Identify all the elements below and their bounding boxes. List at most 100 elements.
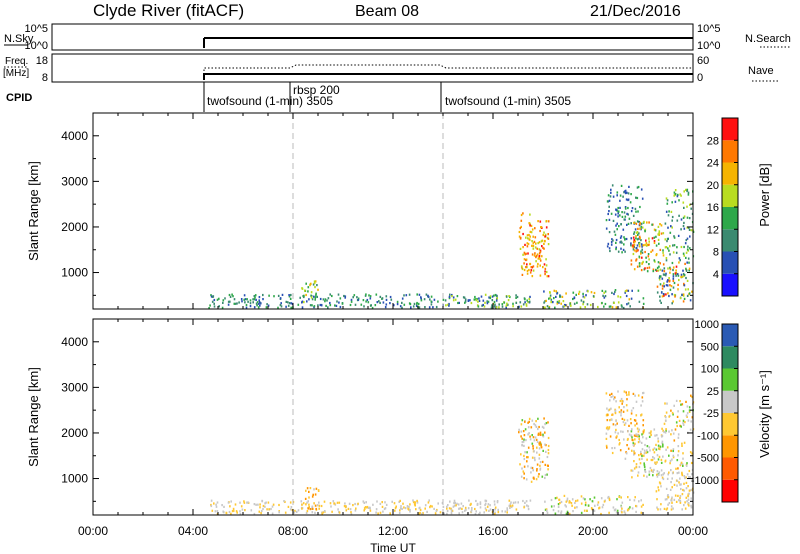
- power-data-cell: [542, 233, 545, 237]
- power-data-cell: [520, 219, 523, 222]
- power-data-cell: [229, 300, 231, 303]
- power-data-cell: [344, 295, 347, 298]
- velocity-data-cell: [357, 502, 359, 505]
- power-data-cell: [690, 229, 693, 232]
- power-data-cell: [683, 284, 686, 287]
- power-data-cell: [667, 267, 669, 270]
- velocity-data-cell: [661, 440, 664, 443]
- velocity-data-cell: [460, 502, 463, 505]
- power-data-cell: [672, 244, 674, 247]
- power-data-cell: [668, 294, 670, 298]
- power-data-cell: [542, 266, 544, 269]
- power-data-cell: [658, 230, 661, 233]
- velocity-data-cell: [474, 507, 476, 511]
- power-data-cell: [486, 300, 488, 303]
- power-data-cell: [314, 286, 316, 289]
- velocity-data-cell: [521, 444, 523, 447]
- power-data-cell: [611, 306, 614, 309]
- velocity-data-cell: [584, 504, 587, 507]
- velocity-data-cell: [470, 510, 473, 513]
- power-data-cell: [396, 300, 399, 303]
- power-data-cell: [676, 273, 679, 276]
- power-data-cell: [290, 306, 292, 309]
- power-data-cell: [625, 237, 628, 241]
- velocity-colorbar-tick-label: -500: [697, 453, 719, 465]
- power-data-cell: [543, 263, 546, 266]
- power-data-cell: [259, 301, 261, 304]
- power-data-cell: [529, 262, 531, 266]
- velocity-data-cell: [614, 412, 617, 415]
- power-data-cell: [633, 221, 635, 224]
- power-data-cell: [645, 244, 648, 247]
- nsearch-label: N.Search: [745, 33, 791, 45]
- power-data-cell: [666, 202, 669, 205]
- power-data-cell: [653, 228, 656, 231]
- power-data-cell: [601, 289, 604, 292]
- velocity-data-cell: [580, 511, 583, 514]
- power-data-cell: [645, 242, 648, 245]
- velocity-data-cell: [557, 505, 560, 508]
- power-data-cell: [662, 263, 665, 266]
- power-data-cell: [646, 270, 649, 273]
- velocity-data-cell: [350, 511, 352, 514]
- velocity-data-cell: [313, 502, 315, 505]
- power-data-cell: [277, 294, 280, 297]
- velocity-data-cell: [685, 476, 687, 479]
- power-data-cell: [661, 295, 664, 298]
- power-data-cell: [680, 245, 683, 249]
- power-data-cell: [646, 221, 648, 224]
- power-data-cell: [525, 304, 528, 307]
- velocity-data-cell: [653, 447, 656, 450]
- power-data-cell: [665, 293, 667, 296]
- power-data-cell: [530, 224, 533, 227]
- velocity-data-cell: [261, 500, 264, 503]
- power-data-cell: [612, 195, 615, 198]
- power-data-cell: [423, 298, 426, 301]
- velocity-data-cell: [608, 408, 611, 411]
- velocity-data-cell: [652, 474, 654, 477]
- velocity-data-cell: [671, 496, 673, 499]
- velocity-data-cell: [538, 473, 540, 476]
- power-data-cell: [483, 305, 486, 308]
- power-data-cell: [660, 291, 663, 294]
- power-data-cell: [508, 295, 510, 298]
- velocity-data-cell: [608, 427, 610, 430]
- power-data-cell: [253, 295, 256, 298]
- velocity-data-cell: [620, 505, 623, 508]
- power-data-cell: [454, 298, 457, 301]
- velocity-data-cell: [539, 461, 542, 464]
- velocity-data-cell: [673, 404, 675, 407]
- velocity-data-cell: [641, 454, 643, 458]
- power-data-cell: [662, 232, 665, 235]
- power-data-cell: [658, 242, 660, 245]
- velocity-data-cell: [630, 409, 633, 412]
- power-data-cell: [527, 252, 529, 255]
- velocity-data-cell: [643, 474, 645, 477]
- velocity-data-cell: [538, 443, 541, 446]
- velocity-data-cell: [664, 460, 667, 463]
- power-data-cell: [519, 247, 522, 250]
- velocity-data-cell: [543, 417, 545, 420]
- velocity-data-cell: [448, 507, 451, 510]
- power-data-cell: [674, 193, 677, 196]
- power-data-cell: [319, 297, 322, 301]
- power-data-cell: [633, 232, 635, 235]
- velocity-data-cell: [656, 475, 659, 478]
- power-data-cell: [329, 301, 331, 305]
- velocity-data-cell: [683, 482, 685, 485]
- power-data-cell: [683, 190, 685, 193]
- velocity-colorbar-segment: [722, 457, 738, 480]
- velocity-data-cell: [354, 502, 356, 506]
- power-data-cell: [549, 296, 551, 299]
- velocity-data-cell: [660, 461, 663, 464]
- power-data-cell: [376, 301, 379, 304]
- station-title: Clyde River (fitACF): [93, 1, 244, 20]
- velocity-data-cell: [552, 509, 555, 512]
- velocity-data-cell: [631, 436, 633, 439]
- power-data-cell: [526, 234, 529, 237]
- power-data-cell: [632, 248, 635, 251]
- power-data-cell: [413, 302, 416, 305]
- power-colorbar-segment: [722, 229, 738, 252]
- velocity-data-cell: [338, 501, 341, 504]
- velocity-data-cell: [657, 444, 660, 447]
